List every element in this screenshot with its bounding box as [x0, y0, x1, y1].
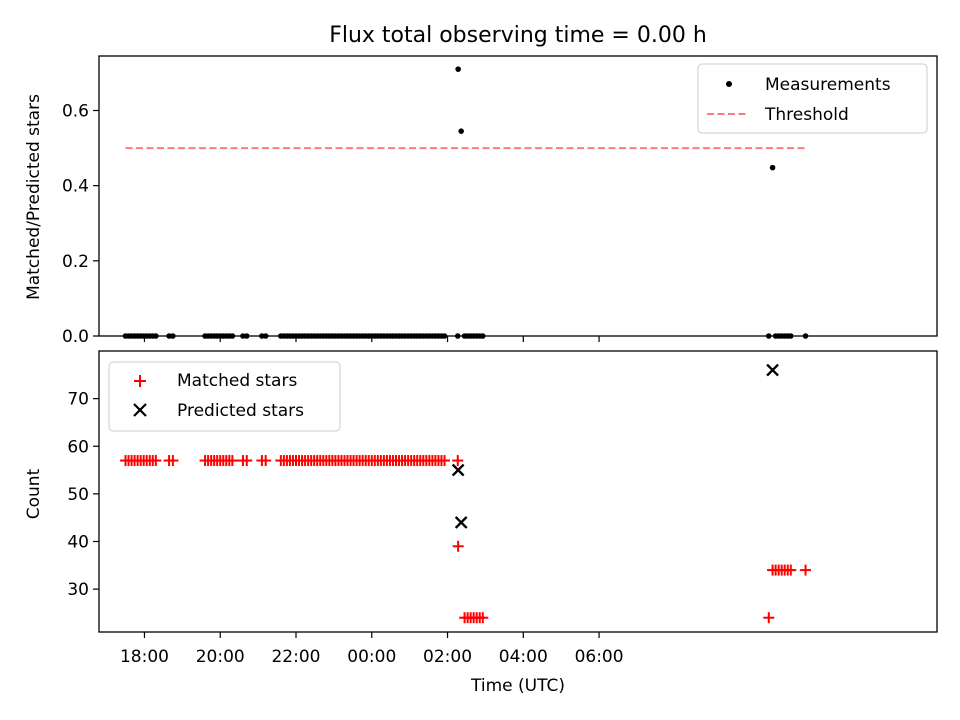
top-y-ticks: 0.0 0.2 0.4 0.6	[62, 101, 99, 347]
bottom-legend-box	[108, 361, 341, 432]
bottom-y-ticks: 30 40 50 60 70	[67, 390, 99, 600]
bottom-legend: Matched stars Predicted stars	[108, 361, 341, 432]
matched-star-point	[260, 455, 272, 467]
measurement-point	[479, 333, 486, 339]
bottom-plot-marks	[120, 363, 812, 624]
measurement-point	[765, 333, 772, 339]
top-axes: 0.0 0.2 0.4 0.6 Matched/Predicted stars Mea…	[24, 55, 938, 347]
measurement-point	[170, 333, 176, 339]
legend-predicted-label: Predicted stars	[177, 401, 304, 421]
top-y-tick-label: 0.4	[62, 177, 89, 197]
measurement-point	[441, 333, 448, 339]
bottom-axes: 30 40 50 60 70 18:00 20:00 22:00 00:00 02:00 04:0…	[24, 350, 938, 696]
top-y-tick-label: 0.6	[62, 101, 89, 121]
matched-star-point	[452, 455, 464, 467]
matched-star-point	[241, 455, 253, 467]
top-plot-frame	[98, 55, 938, 337]
bottom-x-ticks: 18:00 20:00 22:00 00:00 02:00 04:00 06:00	[120, 632, 624, 667]
x-axis-label: Time (UTC)	[470, 676, 565, 696]
top-legend: Measurements Threshold	[697, 63, 928, 134]
x-tick-label: 22:00	[271, 647, 320, 667]
measurement-point	[802, 333, 809, 339]
predicted-star-point	[766, 363, 779, 377]
matched-star-point	[800, 564, 812, 576]
matched-star-point	[477, 612, 489, 624]
measurement-point	[454, 333, 461, 339]
bottom-plot-frame	[98, 350, 938, 633]
predicted-star-point	[451, 463, 465, 477]
measurement-point	[458, 128, 464, 134]
x-tick-label: 20:00	[196, 647, 245, 667]
matched-star-point	[785, 564, 797, 576]
bottom-y-axis-label: Count	[24, 468, 44, 519]
measurement-point	[769, 164, 776, 171]
bottom-y-tick-label: 70	[67, 390, 89, 410]
x-tick-label: 06:00	[575, 647, 624, 667]
top-y-tick-label: 0.0	[62, 327, 89, 347]
bottom-y-tick-label: 50	[67, 485, 89, 505]
x-tick-label: 00:00	[347, 647, 396, 667]
x-tick-label: 02:00	[423, 647, 472, 667]
bottom-y-tick-label: 40	[67, 533, 89, 553]
matched-star-point	[452, 540, 464, 552]
legend-measurements-label: Measurements	[765, 75, 891, 95]
measurement-point	[455, 66, 461, 72]
predicted-star-point	[454, 516, 468, 529]
bottom-y-tick-label: 60	[67, 437, 89, 457]
x-tick-label: 18:00	[120, 647, 169, 667]
top-legend-box	[697, 63, 928, 134]
x-tick-label: 04:00	[499, 647, 548, 667]
measurement-point	[153, 333, 159, 339]
legend-predicted-marker	[133, 403, 147, 417]
legend-measurements-marker	[726, 81, 732, 87]
legend-threshold-label: Threshold	[764, 105, 849, 125]
legend-matched-marker	[134, 375, 146, 387]
top-y-tick-label: 0.2	[62, 252, 89, 272]
measurement-point	[229, 333, 236, 339]
chart-title: Flux total observing time = 0.00 h	[329, 23, 707, 48]
matched-star-point	[226, 455, 238, 467]
matched-star-point	[150, 455, 162, 467]
matched-star-point	[439, 455, 451, 467]
top-plot-marks	[122, 66, 809, 339]
measurement-point	[243, 333, 250, 339]
matched-star-point	[763, 612, 775, 624]
top-y-axis-label: Matched/Predicted stars	[24, 94, 44, 300]
measurement-point	[787, 333, 794, 339]
legend-matched-label: Matched stars	[177, 371, 297, 391]
bottom-y-tick-label: 30	[67, 580, 89, 600]
measurement-point	[262, 333, 269, 339]
matched-star-point	[167, 455, 179, 467]
